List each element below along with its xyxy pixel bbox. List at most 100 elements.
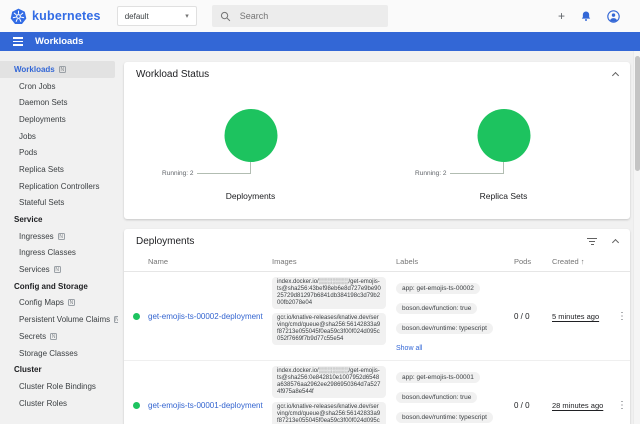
sidebar-item-cluster-roles[interactable]: Cluster Roles xyxy=(0,395,118,412)
namespaced-badge: N xyxy=(67,299,75,307)
sidebar-item-label: Jobs xyxy=(19,131,36,141)
sidebar-item-label: Stateful Sets xyxy=(19,198,65,208)
table-row: get-emojis-ts-00002-deployment index.doc… xyxy=(124,272,630,361)
replica-sets-legend: Running: 2 xyxy=(415,170,447,177)
deployment-name-link[interactable]: get-emojis-ts-00002-deployment xyxy=(148,311,263,321)
pods-count: 0 / 0 xyxy=(514,400,530,410)
deployments-card: Deployments Name Images Labels Pods Crea… xyxy=(124,229,630,424)
image-chip: gcr.io/knative-releases/knative.dev/serv… xyxy=(272,401,386,424)
chevron-down-icon: ▾ xyxy=(185,13,189,20)
search-icon xyxy=(220,11,230,21)
namespace-selector[interactable]: default ▾ xyxy=(116,6,197,26)
pods-count: 0 / 0 xyxy=(514,311,530,321)
column-labels[interactable]: Labels xyxy=(396,257,419,266)
sidebar-item-secrets[interactable]: Secrets N xyxy=(0,328,118,345)
kubernetes-logo[interactable]: kubernetes xyxy=(10,8,101,25)
deployments-pie-chart: Running: 2 Deployments xyxy=(124,85,377,209)
status-running-dot xyxy=(132,401,140,409)
deployments-legend: Running: 2 xyxy=(162,170,194,177)
create-resource-icon[interactable]: + xyxy=(557,9,565,23)
created-timestamp[interactable]: 5 minutes ago xyxy=(552,311,600,321)
created-timestamp[interactable]: 28 minutes ago xyxy=(552,400,604,410)
notifications-bell-icon[interactable] xyxy=(580,10,592,22)
sidebar-item-cron-jobs[interactable]: Cron Jobs xyxy=(0,78,118,95)
image-chip: index.docker.io/░░░░░░░/get-emojis-ts@sh… xyxy=(272,366,386,398)
label-chip: boson.dev/function: true xyxy=(396,303,478,314)
sidebar-item-ingress-classes[interactable]: Ingress Classes xyxy=(0,245,118,262)
user-account-icon[interactable] xyxy=(607,9,620,23)
column-name[interactable]: Name xyxy=(148,257,169,266)
sidebar-item-label: Pods xyxy=(19,148,38,158)
show-all-labels-link[interactable]: Show all xyxy=(396,345,423,352)
label-chip: app: get-emojis-ts-00002 xyxy=(396,283,480,294)
sidebar-item-label: Ingresses xyxy=(19,231,54,241)
sidebar-item-services[interactable]: Services N xyxy=(0,261,118,278)
page-title: Workloads xyxy=(35,36,84,47)
column-pods[interactable]: Pods xyxy=(514,257,532,266)
label-chip: boson.dev/runtime: typescript xyxy=(396,323,493,334)
sidebar-item-ingresses[interactable]: Ingresses N xyxy=(0,228,118,245)
page-toolbar: Workloads xyxy=(0,32,640,51)
row-actions-menu-icon[interactable]: ⋮ xyxy=(617,399,627,411)
sidebar-item-label: Deployments xyxy=(19,114,66,124)
deployments-chart-label: Deployments xyxy=(225,191,276,201)
sidebar-item-label: Workloads xyxy=(14,64,55,74)
label-chip: boson.dev/runtime: typescript xyxy=(396,412,493,423)
sidebar-item-workloads[interactable]: Workloads N xyxy=(0,61,115,78)
sidebar-item-replica-sets[interactable]: Replica Sets xyxy=(0,161,118,178)
workload-status-title: Workload Status xyxy=(136,69,210,80)
collapse-card-icon[interactable] xyxy=(611,71,620,80)
sidebar-item-label: Cron Jobs xyxy=(19,81,56,91)
sidebar-item-cluster-role-bindings[interactable]: Cluster Role Bindings xyxy=(0,378,118,395)
sidebar-item-label: Secrets xyxy=(19,331,47,341)
scrollbar-thumb[interactable] xyxy=(635,56,640,171)
sidebar-item-storage-classes[interactable]: Storage Classes xyxy=(0,345,118,362)
sidebar-item-label: Cluster Roles xyxy=(19,398,68,408)
vertical-scrollbar xyxy=(633,51,640,424)
label-chip: boson.dev/function: true xyxy=(396,392,478,403)
namespaced-badge: N xyxy=(53,266,61,274)
sidebar-item-persistent-volume-claims[interactable]: Persistent Volume Claims N xyxy=(0,311,118,328)
sidebar-item-label: Ingress Classes xyxy=(19,248,76,258)
sidebar-item-jobs[interactable]: Jobs xyxy=(0,128,118,145)
replica-sets-chart-label: Replica Sets xyxy=(479,191,528,201)
sidebar-item-label: Replica Sets xyxy=(19,164,64,174)
column-created[interactable]: Created ↑ xyxy=(552,257,585,266)
logo-text: kubernetes xyxy=(32,9,101,23)
callout-line xyxy=(449,162,504,174)
collapse-card-icon[interactable] xyxy=(611,238,620,247)
image-chip: gcr.io/knative-releases/knative.dev/serv… xyxy=(272,312,386,345)
sidebar-item-config-maps[interactable]: Config Maps N xyxy=(0,295,118,312)
sidebar-item-label: Storage Classes xyxy=(19,348,78,358)
topbar-actions: + xyxy=(557,9,630,23)
namespaced-badge: N xyxy=(57,232,65,240)
sidebar-item-stateful-sets[interactable]: Stateful Sets xyxy=(0,195,118,212)
label-chip: app: get-emojis-ts-00001 xyxy=(396,372,480,383)
status-running-dot xyxy=(132,312,140,320)
sidebar-item-daemon-sets[interactable]: Daemon Sets xyxy=(0,94,118,111)
sidebar-item-pods[interactable]: Pods xyxy=(0,144,118,161)
image-chip: index.docker.io/░░░░░░░/get-emojis-ts@sh… xyxy=(272,277,386,309)
sidebar-item-label: Services xyxy=(19,265,50,275)
sidebar-item-label: Replication Controllers xyxy=(19,181,100,191)
main-content: Workload Status Running: 2 Deployments R… xyxy=(124,51,630,424)
sidebar-item-deployments[interactable]: Deployments xyxy=(0,111,118,128)
filter-icon[interactable] xyxy=(587,237,597,246)
search-input[interactable] xyxy=(239,11,370,21)
sidebar-item-replication-controllers[interactable]: Replication Controllers xyxy=(0,178,118,195)
row-actions-menu-icon[interactable]: ⋮ xyxy=(617,310,627,322)
workload-status-charts: Running: 2 Deployments Running: 2 Replic… xyxy=(124,85,630,219)
column-images[interactable]: Images xyxy=(272,257,297,266)
search-bar[interactable] xyxy=(211,5,388,27)
namespaced-badge: N xyxy=(50,332,58,340)
sidebar-nav: Workloads N Cron Jobs Daemon Sets Deployment… xyxy=(0,51,118,424)
deployment-name-link[interactable]: get-emojis-ts-00001-deployment xyxy=(148,400,263,410)
sidebar-item-label: Cluster Role Bindings xyxy=(19,381,96,391)
deployments-pie xyxy=(224,109,277,162)
menu-hamburger-icon[interactable] xyxy=(13,37,23,46)
sort-ascending-icon: ↑ xyxy=(580,257,585,266)
workload-status-card: Workload Status Running: 2 Deployments R… xyxy=(124,62,630,219)
callout-line xyxy=(196,162,251,174)
deployments-title: Deployments xyxy=(136,236,195,247)
sidebar-section-config-and-storage: Config and Storage xyxy=(14,281,88,291)
